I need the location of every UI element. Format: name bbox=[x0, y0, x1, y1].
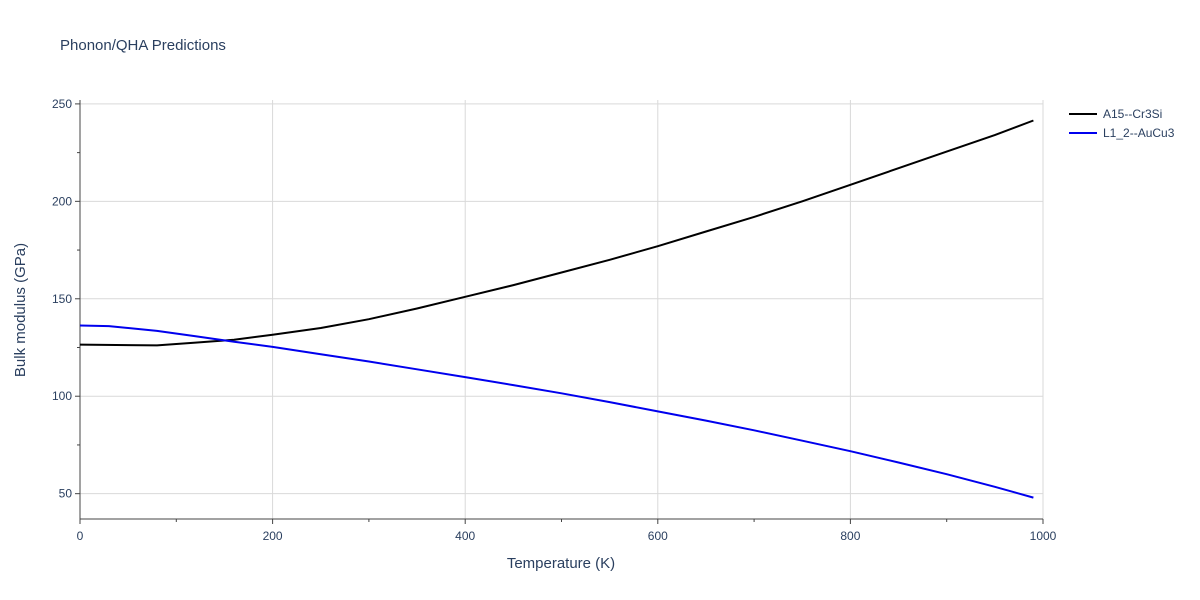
legend[interactable]: A15--Cr3Si L1_2--AuCu3 bbox=[1069, 107, 1175, 140]
legend-item-l1-2-aucu3[interactable]: L1_2--AuCu3 bbox=[1069, 126, 1175, 140]
chart-title: Phonon/QHA Predictions bbox=[60, 37, 226, 54]
legend-item-a15-cr3si[interactable]: A15--Cr3Si bbox=[1069, 107, 1162, 121]
y-tick-label: 100 bbox=[52, 389, 72, 403]
y-axis-title: Bulk modulus (GPa) bbox=[12, 243, 29, 377]
grid bbox=[80, 100, 1044, 519]
series-line-l1-2-aucu3 bbox=[79, 324, 1034, 499]
x-tick-label: 600 bbox=[648, 529, 668, 543]
x-tick-label: 200 bbox=[263, 529, 283, 543]
legend-label: L1_2--AuCu3 bbox=[1103, 126, 1175, 140]
x-tick-label: 0 bbox=[77, 529, 84, 543]
legend-label: A15--Cr3Si bbox=[1103, 107, 1162, 121]
series-line-a15-cr3si bbox=[79, 119, 1034, 347]
x-tick-label: 1000 bbox=[1030, 529, 1057, 543]
axes: 0 200 400 600 800 1000 50 100 150 200 250 bbox=[52, 97, 1057, 543]
y-tick-label: 200 bbox=[52, 194, 72, 208]
y-tick-label: 150 bbox=[52, 292, 72, 306]
y-tick-label: 250 bbox=[52, 97, 72, 111]
y-tick-label: 50 bbox=[59, 487, 73, 501]
x-tick-label: 400 bbox=[455, 529, 475, 543]
x-axis-title: Temperature (K) bbox=[507, 555, 615, 572]
plot-area bbox=[79, 119, 1034, 499]
x-tick-label: 800 bbox=[840, 529, 860, 543]
